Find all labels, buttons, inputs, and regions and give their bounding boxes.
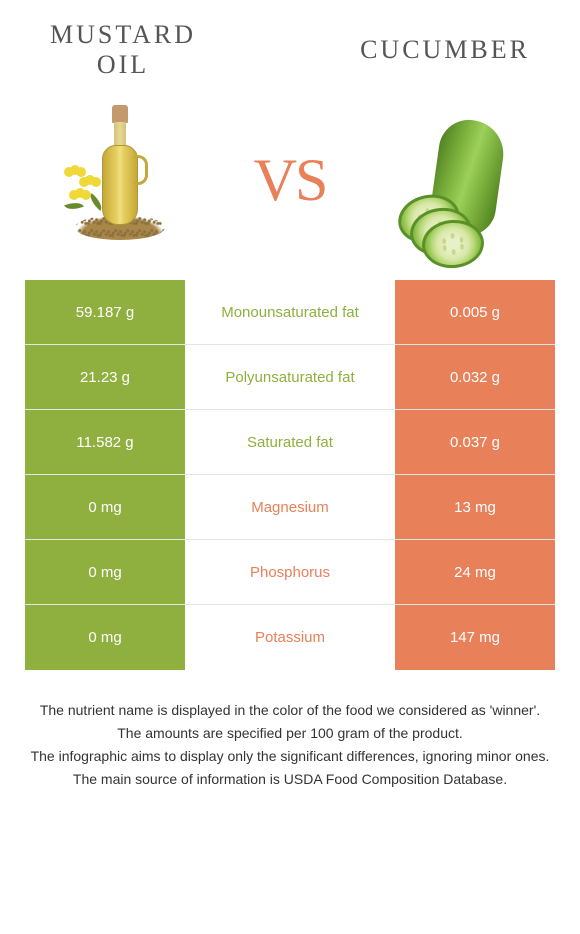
footer-line: The amounts are specified per 100 gram o… — [30, 723, 550, 744]
nutrient-label: Monounsaturated fat — [185, 280, 395, 344]
nutrient-row: 11.582 gSaturated fat0.037 g — [25, 410, 555, 475]
footer-line: The main source of information is USDA F… — [30, 769, 550, 790]
cucumber-image — [380, 100, 540, 260]
right-value: 0.032 g — [395, 345, 555, 409]
mustard-oil-image — [40, 100, 200, 260]
nutrient-label: Potassium — [185, 605, 395, 670]
left-value: 0 mg — [25, 475, 185, 539]
images-row: VS — [0, 90, 580, 280]
left-value: 0 mg — [25, 605, 185, 670]
nutrient-label: Polyunsaturated fat — [185, 345, 395, 409]
left-value: 11.582 g — [25, 410, 185, 474]
left-value: 59.187 g — [25, 280, 185, 344]
footer-notes: The nutrient name is displayed in the co… — [0, 670, 580, 812]
right-value: 24 mg — [395, 540, 555, 604]
left-food-title: MUSTARDOIL — [50, 20, 196, 80]
nutrient-row: 59.187 gMonounsaturated fat0.005 g — [25, 280, 555, 345]
footer-line: The nutrient name is displayed in the co… — [30, 700, 550, 721]
right-value: 13 mg — [395, 475, 555, 539]
footer-line: The infographic aims to display only the… — [30, 746, 550, 767]
right-food-title: CUCUMBER — [360, 35, 530, 65]
comparison-table: 59.187 gMonounsaturated fat0.005 g21.23 … — [0, 280, 580, 670]
nutrient-row: 0 mgPhosphorus24 mg — [25, 540, 555, 605]
nutrient-label: Magnesium — [185, 475, 395, 539]
right-value: 147 mg — [395, 605, 555, 670]
nutrient-row: 21.23 gPolyunsaturated fat0.032 g — [25, 345, 555, 410]
nutrient-row: 0 mgMagnesium13 mg — [25, 475, 555, 540]
nutrient-label: Saturated fat — [185, 410, 395, 474]
nutrient-row: 0 mgPotassium147 mg — [25, 605, 555, 670]
vs-label: VS — [254, 146, 327, 215]
left-value: 21.23 g — [25, 345, 185, 409]
nutrient-label: Phosphorus — [185, 540, 395, 604]
header: MUSTARDOIL CUCUMBER — [0, 0, 580, 90]
right-value: 0.037 g — [395, 410, 555, 474]
left-value: 0 mg — [25, 540, 185, 604]
right-value: 0.005 g — [395, 280, 555, 344]
